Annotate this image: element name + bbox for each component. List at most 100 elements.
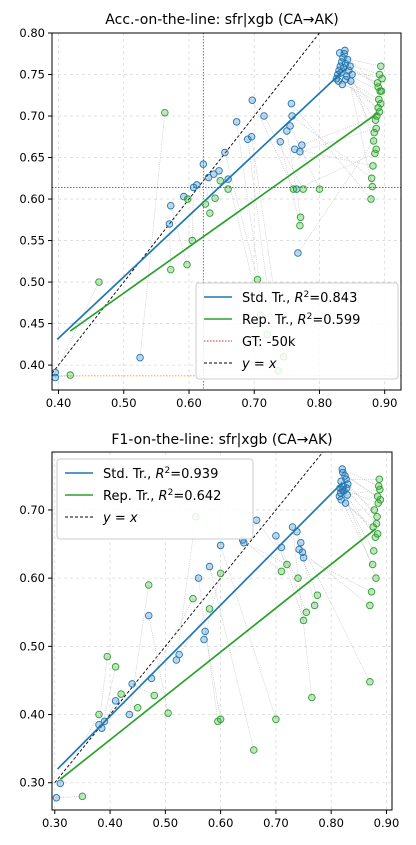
std-point — [347, 77, 355, 85]
pair-line — [300, 542, 371, 682]
pair-line — [275, 535, 304, 621]
std-point — [341, 46, 349, 55]
rep-point — [373, 112, 381, 120]
chart-f1-on-the-line: F1-on-the-line: sfr|xgb (CA→AK) 0.30 0.40… — [19, 432, 399, 830]
pair-line — [341, 489, 376, 538]
std-point — [260, 112, 268, 120]
std-point — [297, 538, 305, 547]
rep-point — [367, 588, 376, 596]
rep-point — [372, 574, 380, 582]
rep-point — [367, 174, 376, 183]
rep-point — [216, 177, 225, 185]
legend-gt-label: GT: -50k — [242, 335, 296, 350]
std-point — [175, 650, 183, 659]
std-point — [288, 523, 297, 531]
rep-point — [375, 95, 383, 104]
pair-line — [183, 196, 188, 200]
identity-line — [52, 33, 320, 374]
std-point — [52, 368, 60, 377]
std-fit-line — [56, 482, 343, 770]
rep-point — [103, 652, 112, 661]
std-point — [343, 491, 351, 499]
pair-line — [347, 483, 378, 517]
pair-line — [342, 468, 379, 487]
x-tick-label: 0.80 — [307, 396, 333, 410]
pair-line — [340, 72, 376, 121]
x-tick-label: 0.40 — [46, 396, 72, 410]
rep-point — [367, 195, 375, 203]
rep-point — [374, 83, 382, 91]
y-tick-label: 0.30 — [19, 776, 45, 790]
pair-line — [101, 666, 116, 729]
std-point — [343, 55, 352, 64]
rep-point — [370, 128, 379, 137]
pair-line — [280, 141, 301, 226]
rep-point — [372, 145, 380, 153]
rep-point — [216, 715, 225, 724]
rep-point — [373, 530, 382, 538]
std-point — [216, 541, 225, 550]
rep-point — [211, 194, 219, 202]
rep-point — [370, 506, 379, 514]
std-point — [339, 468, 347, 477]
legend-rep-label: Rep. Tr., R2=0.642 — [103, 488, 221, 504]
rep-point — [375, 70, 384, 79]
pair-line — [60, 714, 100, 784]
pair-line — [340, 492, 375, 552]
rep-point — [376, 495, 385, 504]
legend: Std. Tr., R2=0.843 Rep. Tr., R2=0.599 GT… — [195, 282, 399, 380]
pair-line — [224, 152, 258, 280]
rep-point — [371, 149, 379, 158]
legend-std-label: Std. Tr., R2=0.843 — [242, 290, 357, 306]
std-point — [200, 635, 208, 644]
rep-point — [370, 547, 378, 555]
plot-frame — [51, 32, 402, 391]
y-tick-label: 0.80 — [19, 26, 45, 40]
pair-line — [151, 598, 194, 679]
y-tick-label: 0.45 — [19, 317, 45, 331]
chart-acc-on-the-line: Acc.-on-the-line: sfr|xgb (CA→AK) 0.40 0.… — [19, 12, 402, 410]
std-point — [276, 138, 285, 146]
y-tick-label: 0.40 — [19, 708, 45, 722]
pair-line — [341, 61, 380, 75]
pair-line — [286, 130, 301, 218]
rep-point — [368, 560, 377, 569]
x-tick-label: 0.90 — [374, 816, 400, 830]
y-tick-label: 0.50 — [19, 639, 45, 653]
y-tick-label: 0.75 — [19, 68, 45, 82]
rep-point — [369, 162, 377, 170]
y-tick-label: 0.60 — [19, 571, 45, 585]
pair-line — [337, 74, 379, 100]
rep-point — [315, 185, 324, 193]
rep-point — [188, 236, 197, 245]
pair-line — [301, 115, 377, 146]
chart-title: Acc.-on-the-line: sfr|xgb (CA→AK) — [105, 12, 338, 28]
std-point — [342, 484, 351, 492]
std-point — [346, 62, 354, 70]
std-fit-line — [56, 68, 347, 340]
pair-line — [339, 496, 373, 565]
std-point — [341, 499, 350, 507]
rep-point — [201, 200, 210, 208]
rep-point — [375, 108, 384, 116]
pair-line — [345, 502, 378, 535]
legend-diag-label: y = x — [241, 357, 277, 372]
std-point — [294, 249, 302, 257]
std-point — [100, 717, 109, 726]
legend-rep-label: Rep. Tr., R2=0.599 — [242, 312, 360, 328]
rep-point — [377, 62, 385, 70]
rep-point — [164, 709, 172, 717]
std-point — [243, 135, 252, 144]
pair-line — [298, 549, 318, 596]
pair-line — [98, 656, 108, 725]
pair-line — [54, 281, 100, 373]
std-point — [125, 710, 134, 719]
rep-point — [369, 137, 378, 145]
rep-point — [296, 213, 305, 222]
pair-line — [139, 112, 166, 358]
rep-point — [377, 99, 385, 108]
rep-point — [289, 185, 298, 193]
pair-line — [291, 115, 372, 179]
std-point — [247, 133, 256, 141]
pair-line — [289, 125, 320, 190]
